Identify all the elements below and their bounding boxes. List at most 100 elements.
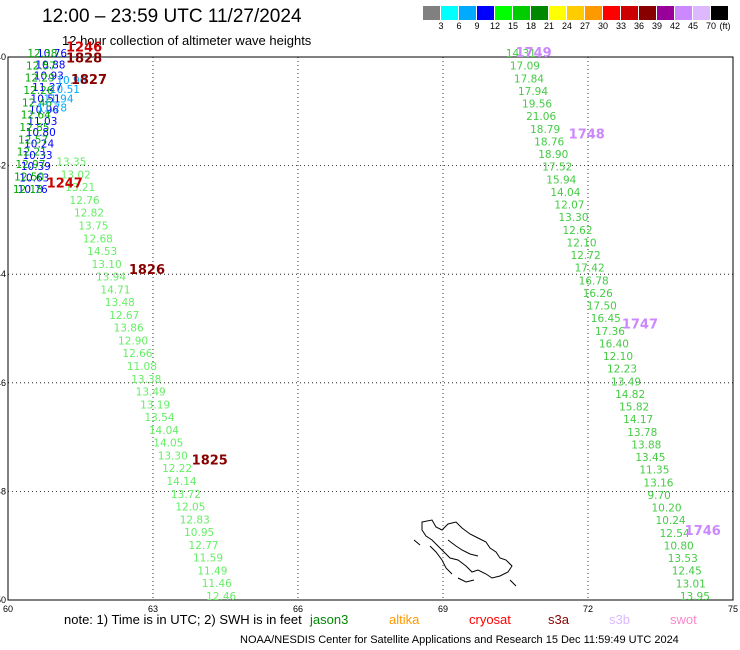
legend-swatch [621,6,639,20]
wave-height-value: 13.94 [96,272,126,284]
wave-height-value: 14.17 [623,414,653,426]
pass-time-label: 1826 [129,263,165,278]
wave-height-value: 15.94 [546,174,576,186]
wave-height-value: 10.76 [18,184,48,196]
sat-jason3: jason3 [310,612,349,627]
legend-label: 70 [705,21,717,31]
note-text: note: 1) Time is in UTC; 2) SWH is in fe… [64,612,302,627]
wave-height-value: 12.77 [189,540,219,552]
wave-height-value: 13.02 [61,169,91,181]
wave-height-value: 12.67 [109,310,139,322]
legend-swatch [693,6,711,20]
legend-label: 27 [579,21,591,31]
wave-height-value: 12.22 [162,463,192,475]
sat-s3b: s3b [609,612,630,627]
legend-swatch [549,6,567,20]
kerguelen-island-coastline [413,519,517,587]
wave-height-value: 10.51 [31,93,61,105]
altimeter-track: 14.3117.0917.8417.9419.5621.0618.7918.76… [506,48,710,603]
legend-label: 30 [597,21,609,31]
wave-height-value: 12.38 [27,48,57,60]
wave-height-value: 11.94 [43,93,73,105]
wave-height-value: 12.10 [567,237,597,249]
wave-height-value: 12.10 [603,351,633,363]
lat-lon-grid [8,57,733,600]
wave-height-value: 13.10 [92,259,122,271]
wave-height-value: 13.72 [171,489,201,501]
altimeter-track: 12.1812.5012.9712.2112.5712.8512.6412.46… [13,48,58,196]
wave-height-value: 18.76 [534,136,564,148]
wave-height-value: 16.40 [599,338,629,350]
wave-height-value: 12.62 [562,225,592,237]
wave-height-value: 17.52 [542,162,572,174]
legend-swatch [495,6,513,20]
legend-swatch [531,6,549,20]
wave-height-value: 16.26 [583,288,613,300]
legend-swatch [603,6,621,20]
wave-height-value: 13.95 [680,591,710,603]
wave-height-value: 9.70 [647,490,670,502]
wave-height-value: 10.24 [656,515,686,527]
wave-height-value: 12.26 [23,85,53,97]
wave-height-value: 17.09 [510,61,540,73]
wave-height-value: 10.51 [50,84,80,96]
wave-height-value: 12.90 [118,335,148,347]
lon-tick-label: 60 [3,604,13,614]
wave-height-value: 12.46 [22,97,52,109]
wave-height-value: 14.04 [550,187,580,199]
wave-height-value: 12.05 [175,502,205,514]
wave-height-value: 17.36 [595,326,625,338]
wave-height-value: 12.54 [660,528,690,540]
wave-height-value: 13.45 [635,452,665,464]
wave-height-value: 13.49 [611,376,641,388]
lon-tick-label: 72 [583,604,593,614]
wave-height-value: 13.86 [114,323,144,335]
wave-height-value: 10.39 [21,161,51,173]
wave-height-value: 12.66 [122,348,152,360]
footnote: note: 1) Time is in UTC; 2) SWH is in fe… [64,612,697,627]
wave-height-value: 12.45 [672,566,702,578]
wave-height-value: 17.94 [518,86,548,98]
altimeter-tracks: 10.7610.6310.3910.3310.2410.8011.0310.96… [13,48,710,603]
map-title: 12:00 – 23:59 UTC 11/27/2024 [42,6,302,27]
legend-swatch [513,6,531,20]
wave-height-value: 10.20 [652,503,682,515]
wave-height-value: 14.05 [153,438,183,450]
wave-height-value: 12.83 [180,514,210,526]
wave-height-value: 11.46 [202,578,232,590]
legend-swatch [639,6,657,20]
lon-tick-label: 75 [728,604,738,614]
wave-height-value: 11.27 [32,82,62,94]
altimeter-track: 13.3513.0213.2112.7612.8213.7512.6814.53… [56,157,236,603]
wave-height-value: 14.31 [506,48,536,60]
wave-height-value: 13.54 [144,412,174,424]
sat-swot: swot [670,612,697,627]
wave-height-value: 18.79 [530,124,560,136]
wave-height-value: 12.07 [554,200,584,212]
legend-swatch [711,6,729,20]
wave-height-value: 11.49 [197,565,227,577]
legend-label: 39 [651,21,663,31]
sat-altika: altika [389,612,420,627]
wave-height-value: 13.19 [140,399,170,411]
wave-height-value: 14.04 [149,425,179,437]
wave-height-value: 17.50 [587,301,617,313]
wave-height-value: 13.30 [558,212,588,224]
wave-height-value: 11.08 [127,361,157,373]
wave-height-value: 11.59 [193,553,223,565]
wave-height-value: 13.49 [136,387,166,399]
wave-height-value: 10.95 [184,527,214,539]
wave-height-value: 10.93 [34,71,64,83]
legend-label: 33 [615,21,627,31]
wave-height-value: 11.35 [639,465,669,477]
wave-height-value: 12.82 [74,208,104,220]
lat-tick-label: -48 [0,486,6,496]
legend-label: 15 [507,21,519,31]
wave-height-value: 10.88 [35,59,65,71]
legend-label: 42 [669,21,681,31]
wave-height-value: 16.78 [579,275,609,287]
lat-tick-label: -44 [0,269,6,279]
credit-line: NOAA/NESDIS Center for Satellite Applica… [240,634,679,646]
wave-height-value: 13.16 [643,477,673,489]
legend-label: 3 [438,21,444,31]
